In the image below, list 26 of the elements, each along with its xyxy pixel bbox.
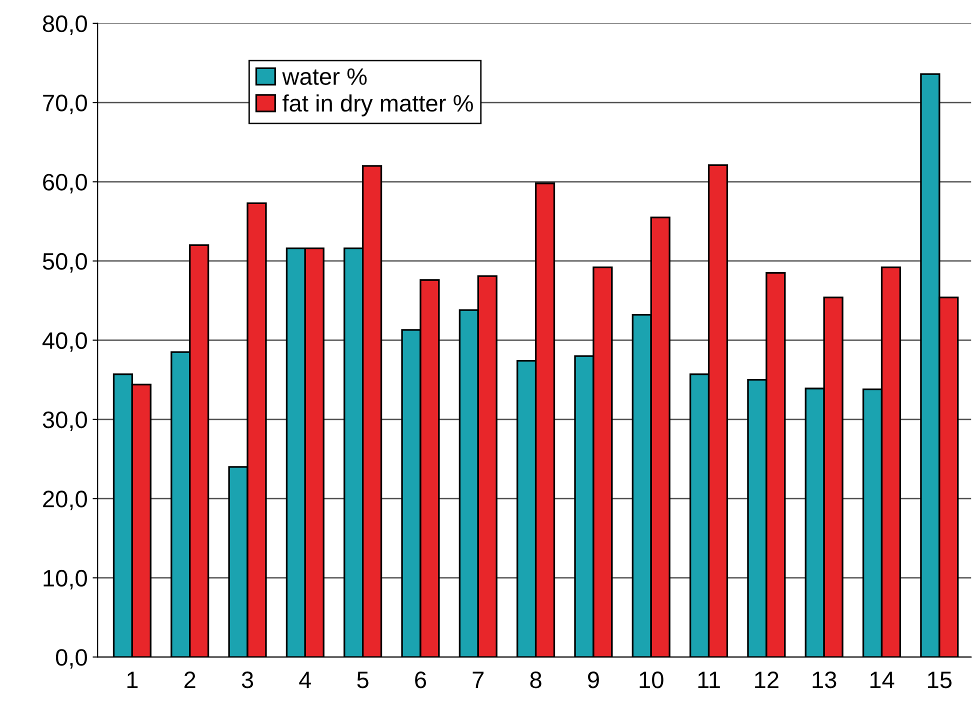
x-tick-label: 2 — [184, 672, 196, 688]
x-tick-label: 15 — [928, 672, 952, 688]
x-tick-label: 1 — [127, 672, 138, 688]
x-tick-label: 5 — [357, 672, 368, 688]
y-tick-label: 70,0 — [43, 94, 87, 114]
y-tick-label: 0,0 — [56, 649, 87, 669]
x-tick-label: 6 — [415, 672, 426, 688]
legend-label: fat in dry matter % — [282, 94, 473, 116]
y-tick-label: 30,0 — [42, 411, 87, 431]
x-tick-label: 4 — [299, 672, 312, 688]
x-tick-label: 10 — [640, 672, 664, 688]
x-tick-label: 11 — [698, 672, 720, 688]
x-tick-label: 12 — [755, 672, 778, 688]
y-tick-label: 50,0 — [42, 253, 87, 273]
y-tick-label: 60,0 — [43, 174, 87, 194]
y-tick-label: 10,0 — [44, 570, 87, 590]
y-tick-label: 40,0 — [42, 332, 87, 352]
y-tick-label: 80,0 — [42, 15, 87, 35]
x-tick-label: 9 — [588, 672, 599, 688]
x-tick-label: 3 — [242, 672, 254, 688]
x-tick-label: 14 — [870, 672, 894, 688]
x-tick-label: 7 — [472, 672, 484, 688]
y-tick-label: 20,0 — [43, 490, 87, 510]
x-tick-label: 8 — [530, 672, 542, 688]
legend-label: water % — [282, 68, 367, 85]
x-tick-label: 13 — [812, 672, 836, 688]
